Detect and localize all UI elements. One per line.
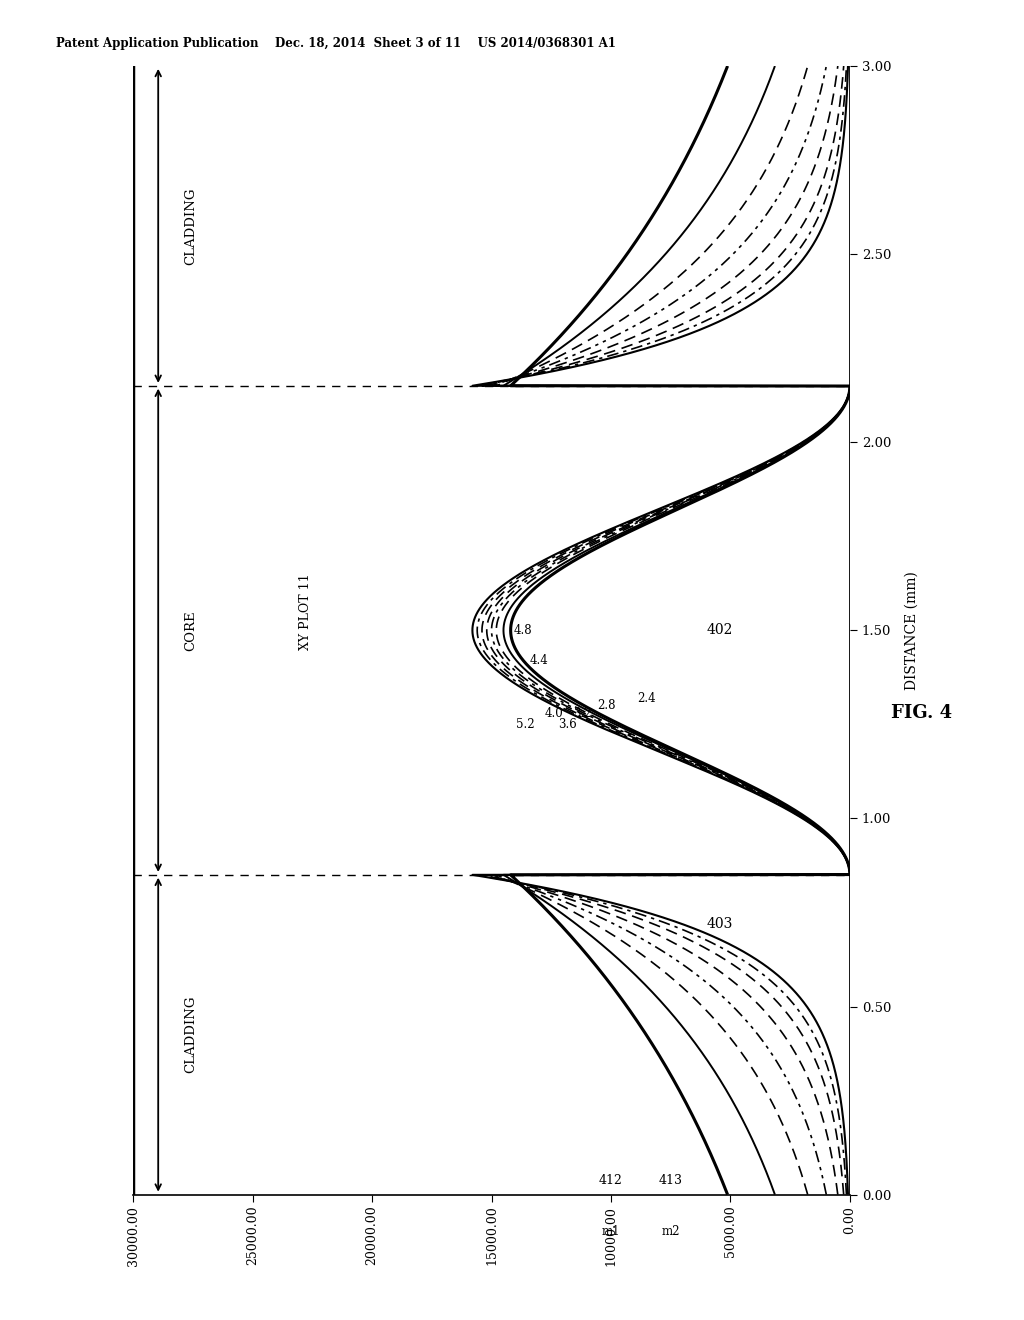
Text: CLADDING: CLADDING bbox=[184, 187, 197, 264]
Y-axis label: DISTANCE (mm): DISTANCE (mm) bbox=[905, 570, 920, 690]
Text: 4.0: 4.0 bbox=[545, 706, 563, 719]
Text: Patent Application Publication    Dec. 18, 2014  Sheet 3 of 11    US 2014/036830: Patent Application Publication Dec. 18, … bbox=[56, 37, 616, 50]
Text: 2.8: 2.8 bbox=[597, 700, 615, 711]
Text: m1: m1 bbox=[602, 1225, 621, 1238]
Text: 3.6: 3.6 bbox=[559, 718, 578, 731]
Text: 4.8: 4.8 bbox=[513, 624, 531, 636]
Text: 403: 403 bbox=[707, 916, 733, 931]
Text: CORE: CORE bbox=[184, 610, 197, 651]
Text: 2.4: 2.4 bbox=[638, 692, 656, 705]
Text: XY PLOT 11: XY PLOT 11 bbox=[299, 573, 311, 649]
Text: 3.2: 3.2 bbox=[573, 706, 592, 719]
Text: 412: 412 bbox=[599, 1173, 623, 1187]
Text: 5.2: 5.2 bbox=[516, 718, 535, 731]
Text: FIG. 4: FIG. 4 bbox=[891, 704, 952, 722]
Text: 402: 402 bbox=[707, 623, 733, 638]
Text: CLADDING: CLADDING bbox=[184, 997, 197, 1073]
Text: 413: 413 bbox=[658, 1173, 683, 1187]
Text: 4.4: 4.4 bbox=[530, 653, 549, 667]
Text: m2: m2 bbox=[662, 1225, 680, 1238]
